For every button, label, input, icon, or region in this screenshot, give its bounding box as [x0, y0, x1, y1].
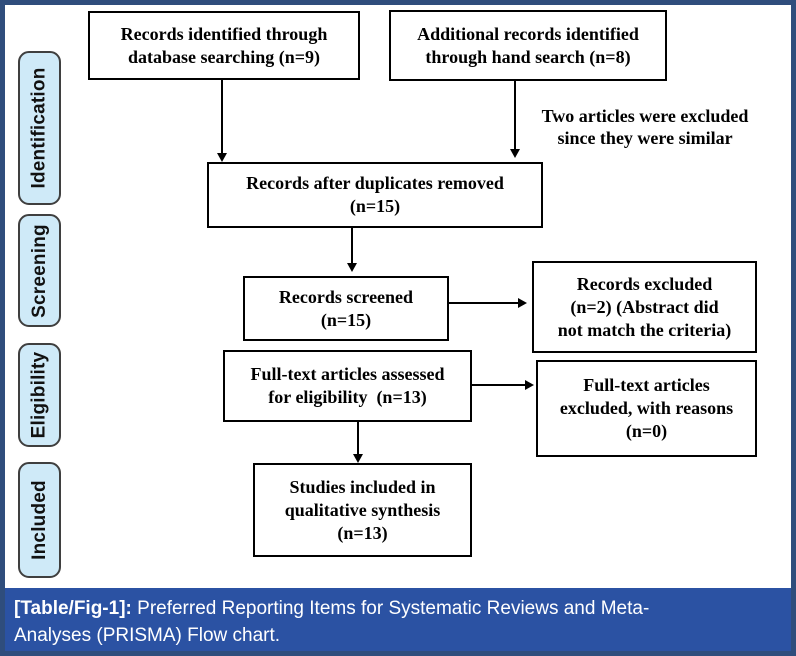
box-fulltext-excluded-line2: excluded, with reasons [559, 398, 734, 418]
box-studies-included-line1: Studies included in [289, 476, 436, 497]
caption-figure-label: [Table/Fig-1]: [14, 598, 132, 619]
box-records-screened-line2: (n=15) [320, 309, 372, 330]
exclusion-note-line2: since they were similar [557, 128, 733, 148]
box-fulltext-assessed: Full-text articles assessed for eligibil… [223, 350, 472, 422]
box-records-excluded: Records excluded (n=2) (Abstract did not… [532, 261, 757, 353]
box-fulltext-excluded: Full-text articles excluded, with reason… [536, 360, 757, 457]
box-records-screened: Records screened (n=15) [243, 276, 449, 341]
arrow-duplicates-to-screened [347, 228, 357, 272]
box-records-excluded-line2: (n=2) (Abstract did [570, 296, 719, 317]
exclusion-note: Two articles were excluded since they we… [510, 105, 780, 149]
box-records-excluded-line3: not match the criteria) [557, 319, 732, 340]
stage-label-eligibility-text: Eligibility [28, 351, 50, 439]
box-fulltext-excluded-line3: (n=0) [625, 421, 668, 441]
stage-label-screening: Screening [18, 214, 61, 327]
box-fulltext-excluded-line1: Full-text articles [583, 375, 710, 395]
box-after-duplicates: Records after duplicates removed (n=15) [207, 162, 543, 228]
box-fulltext-assessed-line1: Full-text articles assessed [250, 364, 445, 384]
arrow-assessed-to-fulltext-excluded [472, 380, 534, 390]
box-studies-included-line2: qualitative synthesis [284, 499, 441, 520]
stage-label-included-text: Included [28, 480, 50, 560]
caption-text-line1: Preferred Reporting Items for Systematic… [137, 598, 650, 619]
exclusion-note-line1: Two articles were excluded [541, 106, 749, 126]
stage-label-identification-text: Identification [28, 67, 50, 189]
arrow-assessed-to-included [353, 422, 363, 463]
box-additional-records-line2: through hand search (n=8) [425, 46, 631, 67]
box-additional-records-line1: Additional records identified [417, 23, 639, 44]
box-records-identified: Records identified through database sear… [88, 11, 360, 80]
stage-label-identification: Identification [18, 51, 61, 205]
box-records-excluded-line1: Records excluded [576, 273, 713, 294]
caption-text-line2: Analyses (PRISMA) Flow chart. [14, 625, 281, 646]
box-records-identified-line2: database searching (n=9) [128, 46, 320, 67]
box-records-identified-line1: Records identified through [120, 23, 328, 44]
box-records-screened-line1: Records screened [278, 286, 414, 307]
stage-label-screening-text: Screening [28, 223, 50, 318]
caption-line1: [Table/Fig-1]: Preferred Reporting Items… [14, 595, 782, 622]
arrow-additional-to-duplicates [510, 81, 520, 158]
box-fulltext-assessed-line2: for eligibility (n=13) [268, 387, 427, 407]
figure-caption-bar: [Table/Fig-1]: Preferred Reporting Items… [5, 588, 791, 651]
box-additional-records: Additional records identified through ha… [389, 10, 667, 81]
box-studies-included: Studies included in qualitative synthesi… [253, 463, 472, 557]
box-after-duplicates-line1: Records after duplicates removed [246, 173, 504, 193]
arrow-screened-to-excluded [449, 298, 527, 308]
stage-label-included: Included [18, 462, 61, 578]
box-after-duplicates-line2: (n=15) [349, 196, 401, 216]
box-studies-included-line3: (n=13) [337, 522, 388, 543]
arrow-identified-to-duplicates [217, 80, 227, 162]
stage-label-eligibility: Eligibility [18, 343, 61, 447]
